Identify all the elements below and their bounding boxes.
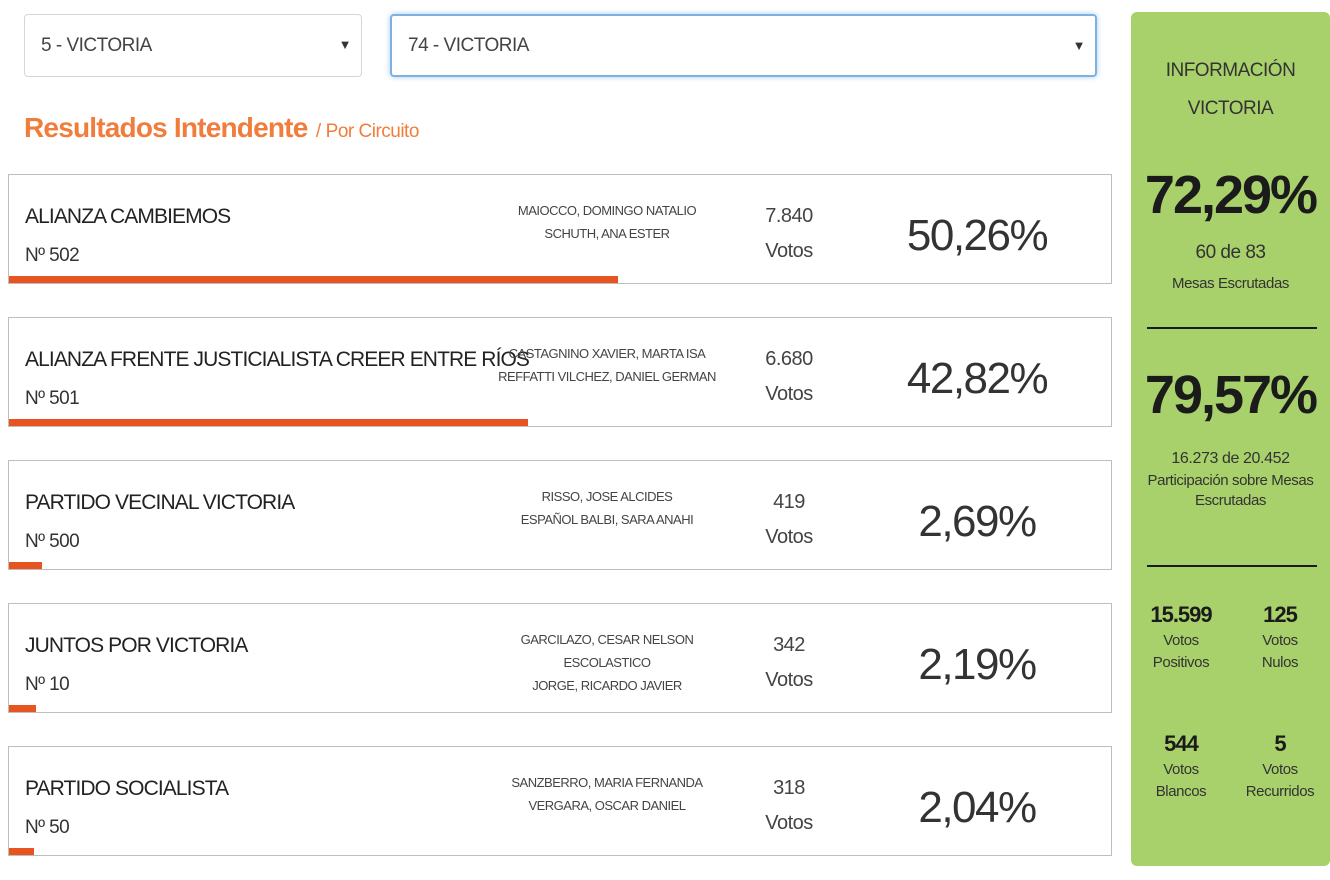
- result-card: JUNTOS POR VICTORIA Nº 10 GARCILAZO, CES…: [8, 603, 1112, 713]
- vote-count: 419 Votos: [749, 485, 829, 555]
- mesas-percent: 72,29%: [1144, 165, 1318, 225]
- candidate-secondary: JORGE, RICARDO JAVIER: [532, 678, 682, 693]
- vote-count-value: 7.840: [765, 205, 813, 227]
- stat-value: 544: [1164, 731, 1199, 756]
- stat-value: 15.599: [1150, 602, 1212, 627]
- stat-label: Blancos: [1155, 783, 1207, 800]
- stat-blank-votes: 544 Votos Blancos: [1131, 729, 1231, 803]
- list-number: Nº 500: [25, 531, 80, 552]
- page-title-main: Resultados Intendente: [24, 112, 308, 143]
- candidates: GARCILAZO, CESAR NELSON ESCOLASTICO JORG…: [479, 628, 735, 697]
- percentage-bar: [9, 848, 34, 855]
- participation-label: Participación sobre Mesas Escrutadas: [1147, 472, 1314, 509]
- stat-value: 125: [1263, 602, 1298, 627]
- stat-label: Votos: [1262, 632, 1298, 649]
- vote-count: 318 Votos: [749, 771, 829, 841]
- stat-label: Votos: [1262, 761, 1298, 778]
- stat-label: Votos: [1163, 632, 1199, 649]
- vote-count: 342 Votos: [749, 628, 829, 698]
- circuit-select-value: 74 - VICTORIA: [408, 34, 529, 56]
- vote-percentage: 2,19%: [918, 640, 1037, 689]
- party-name: ALIANZA CAMBIEMOS: [25, 205, 231, 228]
- page-title-separator: /: [315, 121, 322, 142]
- vote-count-value: 318: [773, 777, 805, 799]
- vote-count: 6.680 Votos: [749, 342, 829, 412]
- candidate-primary: SANZBERRO, MARIA FERNANDA: [511, 775, 703, 790]
- vote-count-label: Votos: [765, 669, 813, 691]
- mesas-label: Mesas Escrutadas: [1172, 275, 1289, 292]
- participation-count: 16.273 de 20.452: [1171, 450, 1290, 467]
- page-title: Resultados Intendente / Por Circuito: [24, 112, 419, 144]
- stat-null-votes: 125 Votos Nulos: [1230, 600, 1330, 674]
- percentage-bar: [9, 419, 529, 426]
- info-title-line1: INFORMACIÓN: [1165, 60, 1296, 81]
- results-list: ALIANZA CAMBIEMOS Nº 502 MAIOCCO, DOMING…: [8, 174, 1112, 880]
- candidate-primary: CASTAGNINO XAVIER, MARTA ISA: [508, 346, 706, 361]
- vote-count-label: Votos: [765, 812, 813, 834]
- stat-contested-votes: 5 Votos Recurridos: [1230, 729, 1330, 803]
- vote-count: 7.840 Votos: [749, 199, 829, 269]
- result-card: PARTIDO SOCIALISTA Nº 50 SANZBERRO, MARI…: [8, 746, 1112, 856]
- percentage-bar: [9, 705, 36, 712]
- info-panel: INFORMACIÓN VICTORIA 72,29% 60 de 83 Mes…: [1131, 12, 1330, 866]
- vote-count-value: 419: [773, 491, 805, 513]
- list-number: Nº 10: [25, 674, 70, 695]
- party-name: PARTIDO SOCIALISTA: [25, 777, 229, 800]
- candidate-primary: RISSO, JOSE ALCIDES: [541, 489, 673, 504]
- candidate-secondary: ESPAÑOL BALBI, SARA ANAHI: [520, 512, 694, 527]
- chevron-down-icon: ▼: [1072, 38, 1086, 53]
- vote-count-label: Votos: [765, 240, 813, 262]
- department-select[interactable]: 5 - VICTORIA ▼: [24, 14, 362, 77]
- vote-percentage: 2,04%: [918, 783, 1037, 832]
- vote-count-label: Votos: [765, 526, 813, 548]
- party-name: JUNTOS POR VICTORIA: [25, 634, 248, 657]
- candidates: MAIOCCO, DOMINGO NATALIO SCHUTH, ANA EST…: [479, 199, 735, 245]
- vote-percentage: 2,69%: [918, 497, 1037, 546]
- candidates: SANZBERRO, MARIA FERNANDA VERGARA, OSCAR…: [479, 771, 735, 817]
- result-card: PARTIDO VECINAL VICTORIA Nº 500 RISSO, J…: [8, 460, 1112, 570]
- candidate-primary: MAIOCCO, DOMINGO NATALIO: [517, 203, 697, 218]
- percentage-bar: [9, 562, 42, 569]
- list-number: Nº 501: [25, 388, 80, 409]
- vote-count-label: Votos: [765, 383, 813, 405]
- result-card: ALIANZA FRENTE JUSTICIALISTA CREER ENTRE…: [8, 317, 1112, 427]
- stat-label: Recurridos: [1245, 783, 1315, 800]
- mesas-count: 60 de 83: [1195, 242, 1266, 263]
- stat-positive-votes: 15.599 Votos Positivos: [1131, 600, 1231, 674]
- candidate-primary: GARCILAZO, CESAR NELSON ESCOLASTICO: [520, 632, 694, 670]
- candidate-secondary: REFFATTI VILCHEZ, DANIEL GERMAN: [498, 369, 716, 384]
- party-name: ALIANZA FRENTE JUSTICIALISTA CREER ENTRE…: [25, 348, 530, 371]
- stat-value: 5: [1274, 731, 1286, 756]
- party-name: PARTIDO VECINAL VICTORIA: [25, 491, 295, 514]
- stat-label: Votos: [1163, 761, 1199, 778]
- info-title-line2: VICTORIA: [1187, 98, 1274, 119]
- candidate-secondary: VERGARA, OSCAR DANIEL: [528, 798, 686, 813]
- result-card: ALIANZA CAMBIEMOS Nº 502 MAIOCCO, DOMING…: [8, 174, 1112, 284]
- circuit-select[interactable]: 74 - VICTORIA ▼: [390, 14, 1097, 77]
- department-select-value: 5 - VICTORIA: [41, 34, 152, 56]
- info-panel-title: INFORMACIÓN VICTORIA: [1131, 52, 1330, 128]
- candidates: RISSO, JOSE ALCIDES ESPAÑOL BALBI, SARA …: [479, 485, 735, 531]
- list-number: Nº 502: [25, 245, 80, 266]
- stat-label: Positivos: [1152, 654, 1210, 671]
- vote-count-value: 342: [773, 634, 805, 656]
- vote-percentage: 42,82%: [906, 354, 1049, 403]
- chevron-down-icon: ▼: [338, 37, 352, 52]
- participation-percent: 79,57%: [1144, 365, 1318, 425]
- divider: [1147, 327, 1317, 329]
- list-number: Nº 50: [25, 817, 70, 838]
- divider: [1147, 565, 1317, 567]
- percentage-bar: [9, 276, 619, 283]
- stat-label: Nulos: [1261, 654, 1299, 671]
- vote-percentage: 50,26%: [906, 211, 1049, 260]
- vote-count-value: 6.680: [765, 348, 813, 370]
- candidate-secondary: SCHUTH, ANA ESTER: [544, 226, 670, 241]
- candidates: CASTAGNINO XAVIER, MARTA ISA REFFATTI VI…: [479, 342, 735, 388]
- page-title-subtitle: Por Circuito: [325, 121, 420, 142]
